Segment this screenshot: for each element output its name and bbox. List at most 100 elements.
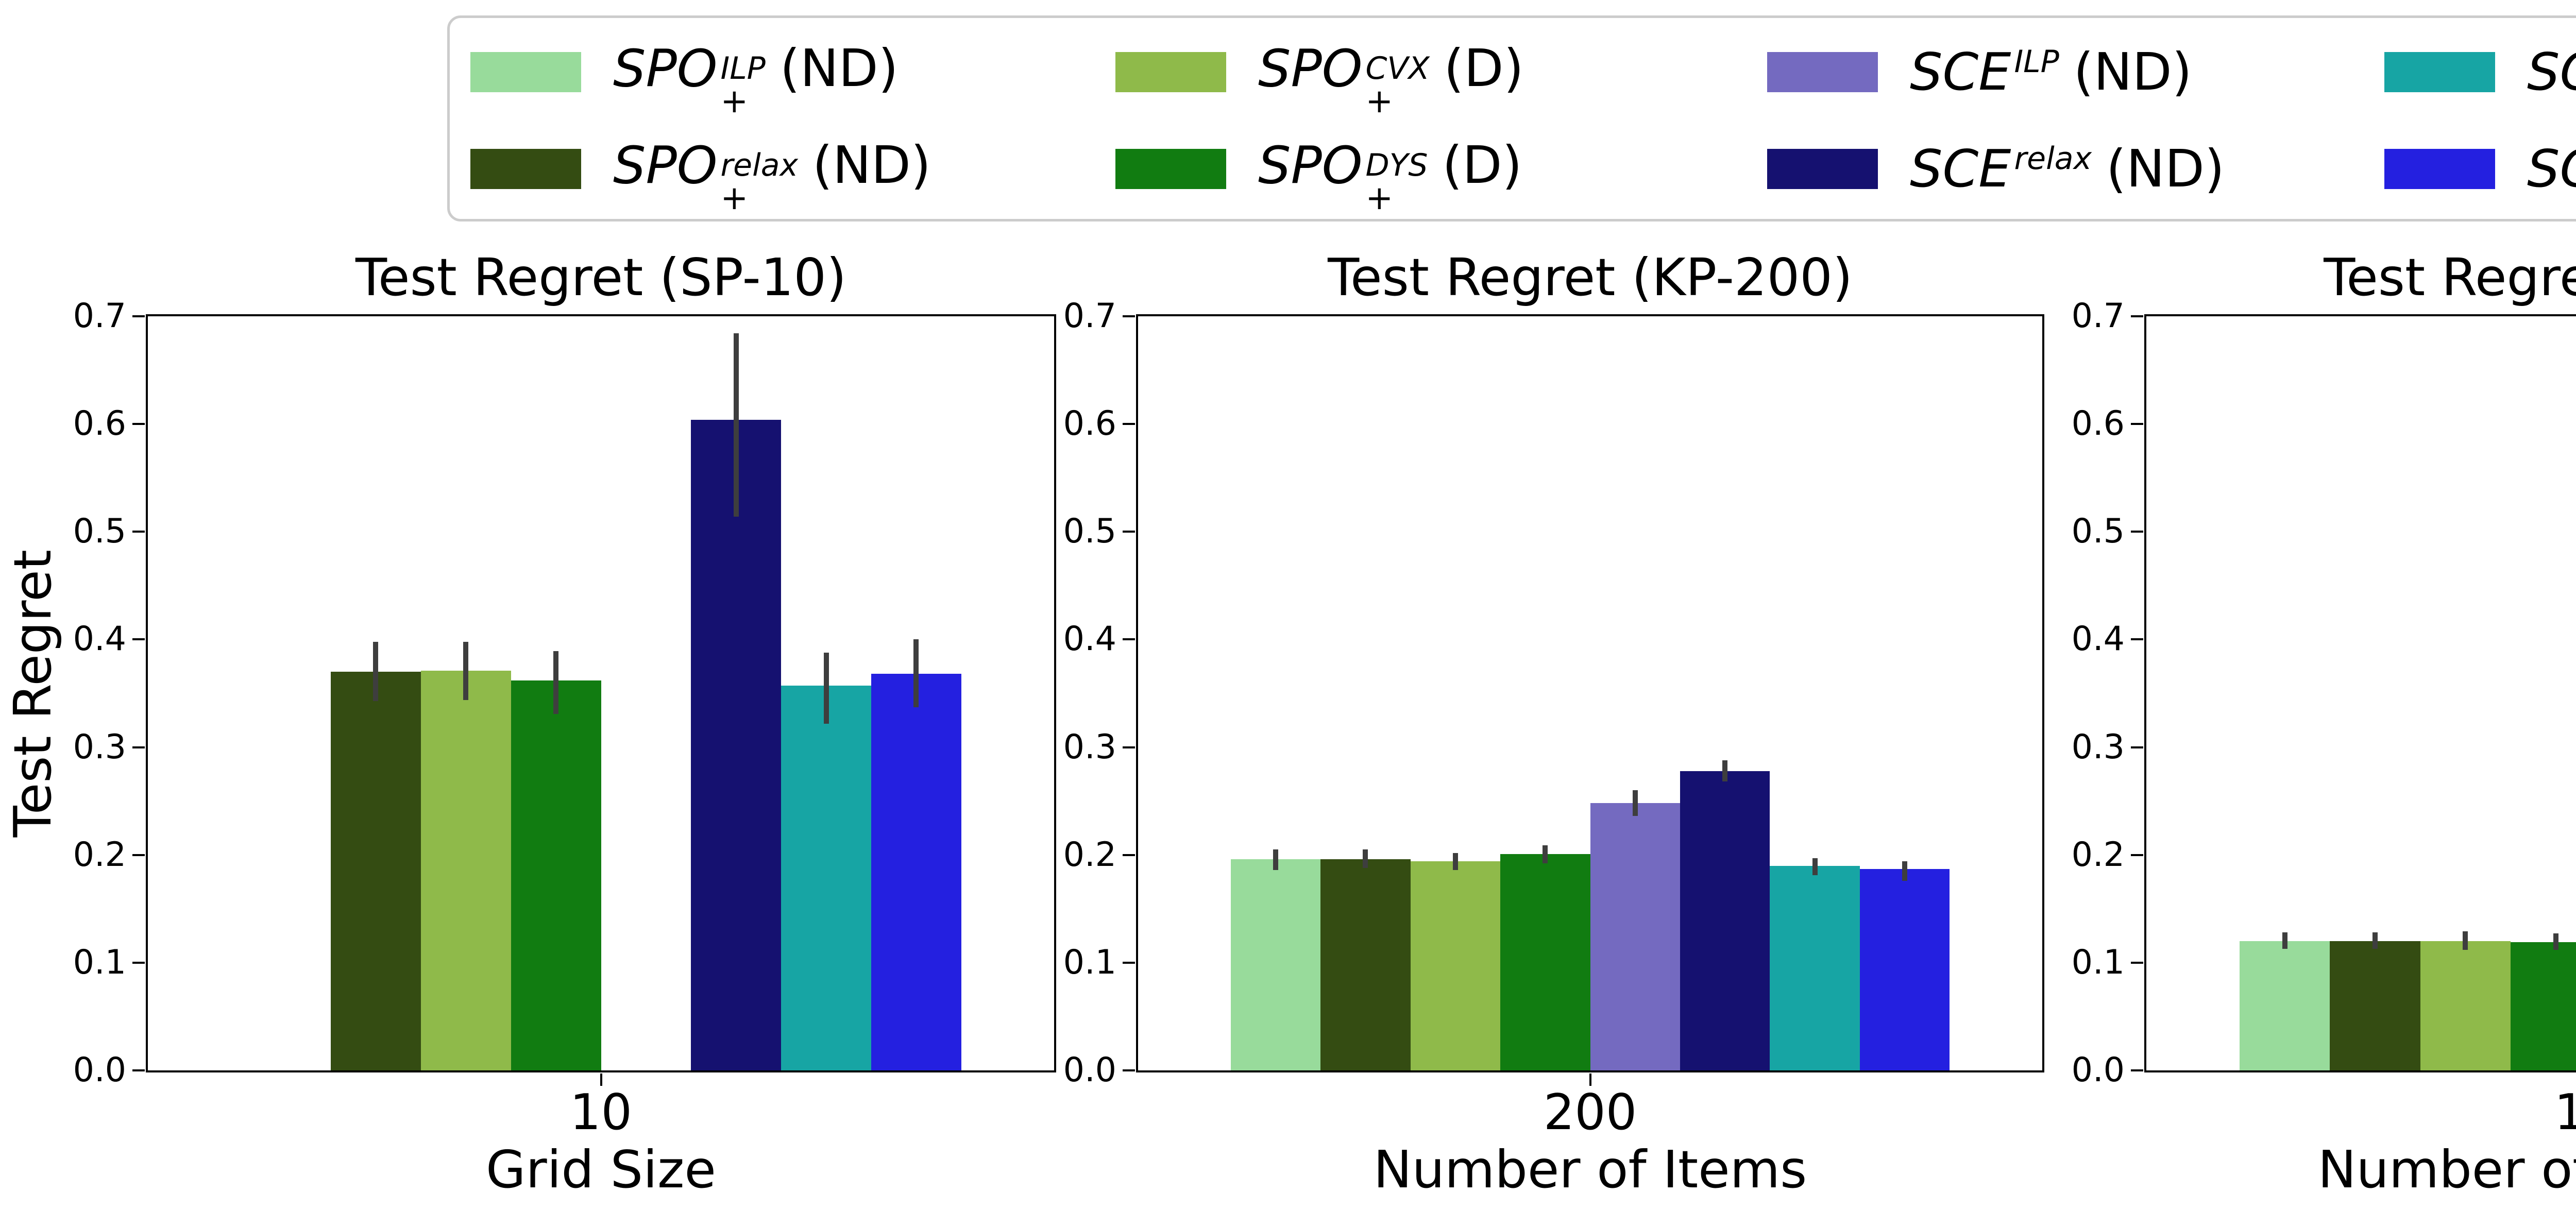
bar [2240, 941, 2330, 1070]
y-axis-label: Test Regret [3, 314, 63, 1072]
axes-3: Test Regret (CFL-100) 0.0 0.1 0.2 0.3 0.4 0.5 0… [2072, 249, 2576, 1198]
y-tick-label: 0.4 [2071, 620, 2125, 658]
y-tick-mark [1123, 1069, 1135, 1071]
legend-label-base: SCE [2527, 139, 2576, 199]
bar [691, 420, 781, 1070]
legend-label-scripts: CVX + [1366, 53, 1430, 118]
error-bar [1902, 861, 1907, 881]
error-bar [373, 642, 378, 701]
y-tick-label: 0.7 [73, 297, 126, 335]
y-tick-label: 0.2 [73, 836, 126, 874]
y-tick-label: 0.2 [1063, 836, 1116, 874]
legend-item: SPO ILP + (ND) [470, 33, 899, 118]
y-tick-label: 0.5 [73, 512, 126, 551]
x-axis-label: Number of Customers [2317, 1139, 2576, 1200]
legend-label-scripts: ILP + [721, 53, 766, 118]
legend-label-base: SCE [1910, 139, 2011, 199]
legend-label-sub: + [1365, 82, 1394, 121]
legend-swatch [1767, 149, 1878, 189]
legend-label-base: SPO [1258, 135, 1363, 196]
y-tick-mark [2131, 962, 2143, 964]
y-axis-label-text: Test Regret [3, 549, 63, 838]
legend-item: SPO relax + (ND) [470, 130, 931, 215]
y-tick-label: 0.3 [2071, 728, 2125, 766]
y-tick-label: 0.1 [2071, 943, 2125, 982]
bar [871, 674, 961, 1070]
legend-label-suffix: (D) [1442, 135, 1522, 196]
legend-label-sup: relax [2014, 141, 2092, 177]
y-tick-mark [1123, 962, 1135, 964]
bar [781, 686, 871, 1070]
bar [421, 671, 511, 1070]
y-tick-mark [1123, 746, 1135, 748]
y-tick-mark [2131, 423, 2143, 425]
legend-label: SPO relax + (ND) [613, 135, 931, 215]
error-bar [1633, 790, 1638, 816]
y-tick-mark [2131, 638, 2143, 640]
y-tick-label: 0.5 [1063, 512, 1116, 551]
legend-label-suffix: (ND) [779, 38, 899, 99]
x-tick-label: 200 [1543, 1084, 1637, 1141]
x-axis-label: Number of Items [1373, 1139, 1807, 1200]
legend-label-base: SPO [1258, 38, 1363, 99]
y-tick-label: 0.3 [73, 728, 126, 766]
error-bar [1273, 849, 1278, 870]
legend-label-suffix: (ND) [2073, 42, 2192, 102]
bar [1680, 771, 1770, 1070]
error-bar [734, 333, 739, 517]
bar [1770, 866, 1860, 1070]
legend-label-sup: ILP [2014, 44, 2059, 80]
legend-label: SCE relax (ND) [1910, 143, 2225, 195]
y-tick-label: 0.7 [1063, 297, 1116, 335]
legend-label: SCECVX(D) [2527, 46, 2576, 98]
error-bar [553, 651, 558, 714]
error-bar [2553, 933, 2558, 950]
legend-item: SCE ILP (ND) [1767, 33, 2192, 111]
x-tick-mark [1589, 1073, 1591, 1086]
y-tick-label: 0.4 [73, 620, 126, 658]
legend-swatch [470, 52, 581, 92]
y-tick-label: 0.4 [1063, 620, 1116, 658]
bar [1860, 869, 1950, 1070]
bar [1411, 861, 1500, 1070]
legend-label-scripts: relax + [721, 150, 799, 215]
legend-label-base: SPO [613, 135, 718, 196]
legend-item: SCECVX(D) [2384, 33, 2576, 111]
legend-item: SPO CVX + (D) [1115, 33, 1524, 118]
y-tick-label: 0.6 [73, 404, 126, 443]
bar [1590, 803, 1680, 1070]
y-tick-mark [132, 854, 145, 856]
legend-label-suffix: (D) [1444, 38, 1524, 99]
x-tick-label: 100 [2554, 1084, 2576, 1141]
x-axis-label: Grid Size [486, 1139, 716, 1200]
error-bar [2372, 932, 2378, 949]
legend-swatch [1115, 52, 1226, 92]
legend-item: SPO DYS + (D) [1115, 130, 1522, 215]
y-tick-mark [132, 1069, 145, 1071]
y-tick-mark [2131, 531, 2143, 533]
y-tick-mark [2131, 1069, 2143, 1071]
legend-label-base: SCE [2527, 42, 2576, 102]
error-bar [1363, 849, 1368, 868]
y-tick-label: 0.7 [2071, 297, 2125, 335]
error-bar [1543, 845, 1548, 863]
legend-swatch [1115, 149, 1226, 189]
axes-1: Test Regret (SP-10) 0.0 0.1 0.2 0.3 0.4 0.5 0.6… [73, 249, 1056, 1198]
legend: SPO ILP + (ND) SPO relax + (ND) SPO CVX + (D) SPO DYS… [447, 15, 2576, 221]
y-tick-mark [132, 423, 145, 425]
error-bar [2463, 931, 2468, 950]
y-tick-label: 0.0 [2071, 1051, 2125, 1089]
y-tick-mark [2131, 746, 2143, 748]
y-tick-label: 0.3 [1063, 728, 1116, 766]
plot-title: Test Regret (CFL-100) [2324, 247, 2576, 308]
y-tick-label: 0.0 [73, 1051, 126, 1089]
x-tick-label: 10 [570, 1084, 632, 1141]
bar [2420, 941, 2511, 1070]
plot-title: Test Regret (SP-10) [355, 247, 847, 308]
y-tick-label: 0.5 [2071, 512, 2125, 551]
legend-label-sub: + [1365, 179, 1394, 217]
legend-item: SCE relax (ND) [1767, 130, 2225, 208]
error-bar [1453, 853, 1458, 870]
legend-label-sub: + [720, 179, 749, 217]
